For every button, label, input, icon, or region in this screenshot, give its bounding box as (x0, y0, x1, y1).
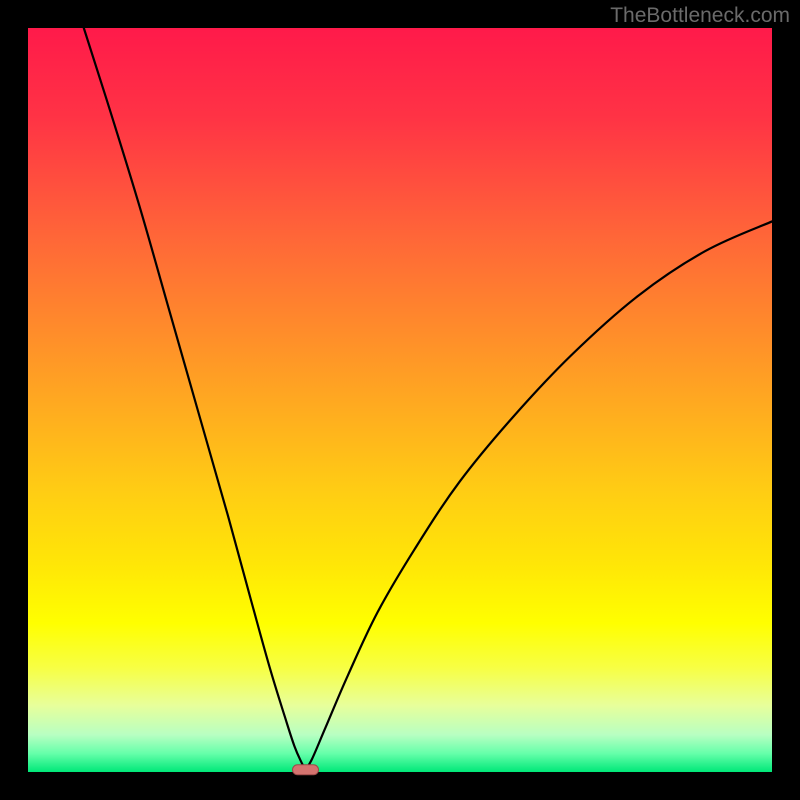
gradient-background (28, 28, 772, 772)
bottleneck-chart (0, 0, 800, 800)
watermark-text: TheBottleneck.com (610, 4, 790, 28)
optimum-marker (293, 765, 319, 775)
